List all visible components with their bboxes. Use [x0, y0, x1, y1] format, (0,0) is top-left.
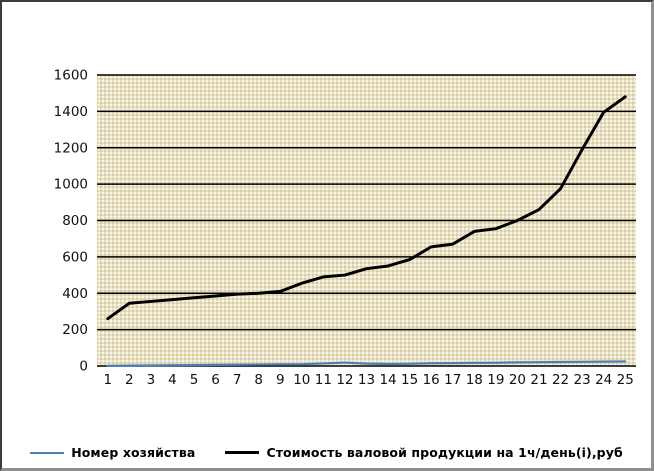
- x-tick-label: 9: [276, 372, 285, 388]
- x-tick-label: 19: [487, 372, 504, 388]
- x-tick-label: 2: [125, 372, 134, 388]
- x-tick-label: 23: [574, 372, 591, 388]
- y-tick-label: 1400: [54, 104, 88, 120]
- series-line-0: [106, 360, 627, 367]
- y-tick-label: 400: [62, 286, 88, 302]
- series-line-1: [106, 95, 627, 321]
- x-tick-label: 8: [254, 372, 263, 388]
- x-tick-label: 11: [315, 372, 332, 388]
- x-tick-label: 13: [358, 372, 375, 388]
- x-tick-label: 12: [336, 372, 353, 388]
- x-tick-label: 14: [379, 372, 396, 388]
- x-tick-label: 6: [211, 372, 220, 388]
- x-tick-label: 18: [466, 372, 483, 388]
- legend-item-farm-number: Номер хозяйства: [30, 445, 195, 460]
- legend-label: Номер хозяйства: [71, 445, 196, 460]
- x-tick-label: 17: [444, 372, 461, 388]
- y-tick-label: 0: [79, 359, 88, 375]
- y-tick-label: 600: [62, 249, 88, 265]
- legend-label: Стоимость валовой продукции на 1ч/день(i…: [266, 445, 623, 460]
- y-tick-label: 1200: [54, 140, 88, 156]
- x-tick-label: 1: [103, 372, 112, 388]
- x-tick-label: 3: [147, 372, 156, 388]
- y-tick-label: 1000: [54, 177, 88, 193]
- x-tick-label: 5: [190, 372, 199, 388]
- legend-item-gross-output-value: Стоимость валовой продукции на 1ч/день(i…: [225, 445, 623, 460]
- y-tick-label: 1600: [54, 68, 88, 84]
- x-tick-label: 24: [595, 372, 612, 388]
- x-tick-label: 15: [401, 372, 418, 388]
- x-tick-label: 10: [293, 372, 310, 388]
- chart-legend: Номер хозяйства Стоимость валовой продук…: [2, 445, 651, 460]
- x-tick-label: 25: [617, 372, 634, 388]
- x-tick-label: 4: [168, 372, 177, 388]
- y-tick-label: 200: [62, 322, 88, 338]
- x-tick-label: 20: [509, 372, 526, 388]
- legend-line-sample-black: [225, 451, 260, 454]
- x-tick-label: 7: [233, 372, 242, 388]
- x-tick-label: 21: [530, 372, 547, 388]
- y-tick-label: 800: [62, 213, 88, 229]
- x-tick-label: 22: [552, 372, 569, 388]
- legend-line-sample-blue: [30, 451, 65, 454]
- x-tick-label: 16: [423, 372, 440, 388]
